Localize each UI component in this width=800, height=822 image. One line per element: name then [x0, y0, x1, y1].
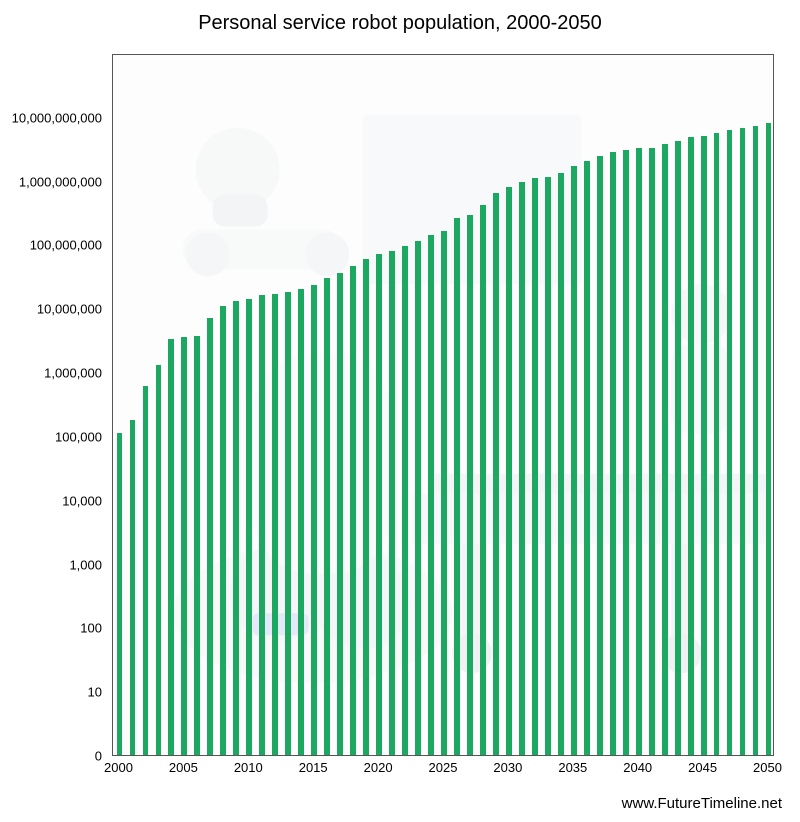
- bar: [168, 339, 174, 755]
- bar: [727, 130, 733, 755]
- x-tick-label: 2015: [299, 760, 328, 775]
- bar: [740, 128, 746, 755]
- plot-area: [112, 54, 774, 756]
- bar: [181, 337, 187, 755]
- x-tick-label: 2020: [364, 760, 393, 775]
- bar: [714, 133, 720, 755]
- bar: [701, 136, 707, 755]
- bar: [363, 259, 369, 755]
- bar: [246, 299, 252, 755]
- bar: [571, 166, 577, 755]
- y-tick-label: 10,000: [62, 493, 102, 508]
- bar: [143, 386, 149, 755]
- x-tick-label: 2010: [234, 760, 263, 775]
- y-tick-label: 100,000,000: [30, 238, 102, 253]
- x-tick-label: 2005: [169, 760, 198, 775]
- bar: [298, 289, 304, 755]
- y-tick-label: 10,000,000,000: [12, 110, 102, 125]
- bar: [506, 187, 512, 755]
- y-axis-labels: 0 10 100 1,000 10,000 100,000 1,000,000 10,000,…: [24, 48, 108, 778]
- bar: [311, 285, 317, 755]
- y-tick-label: 10: [88, 685, 102, 700]
- bar: [623, 150, 629, 755]
- bar: [532, 178, 538, 755]
- y-tick-label: 1,000,000,000: [19, 174, 102, 189]
- x-tick-label: 2000: [104, 760, 133, 775]
- bar: [610, 152, 616, 755]
- source-credit: www.FutureTimeline.net: [622, 795, 782, 812]
- bar: [220, 306, 226, 755]
- y-tick-label: 10,000,000: [37, 302, 102, 317]
- y-tick-label: 1,000,000: [44, 366, 102, 381]
- bar: [337, 273, 343, 755]
- chart-title: Personal service robot population, 2000-…: [0, 0, 800, 43]
- bar: [117, 433, 123, 755]
- bar: [454, 218, 460, 755]
- bar: [636, 148, 642, 755]
- bar: [545, 177, 551, 755]
- bar: [376, 254, 382, 755]
- y-tick-label: 1,000: [69, 557, 102, 572]
- bar: [415, 241, 421, 755]
- bar: [233, 301, 239, 755]
- bar: [480, 205, 486, 755]
- bar: [272, 294, 278, 755]
- bar: [753, 126, 759, 755]
- x-tick-label: 2040: [623, 760, 652, 775]
- bar: [259, 295, 265, 755]
- x-tick-label: 2050: [753, 760, 782, 775]
- bar: [324, 278, 330, 755]
- bar: [130, 420, 136, 755]
- bar: [662, 144, 668, 755]
- bar: [675, 141, 681, 755]
- bars-container: [113, 55, 773, 755]
- y-tick-label: 0: [95, 749, 102, 764]
- bar: [350, 266, 356, 755]
- bar: [428, 235, 434, 755]
- bar: [766, 123, 772, 755]
- x-tick-label: 2045: [688, 760, 717, 775]
- bar: [519, 182, 525, 755]
- bar: [493, 193, 499, 755]
- bar: [285, 292, 291, 755]
- x-tick-label: 2025: [429, 760, 458, 775]
- bar: [156, 365, 162, 755]
- bar: [441, 231, 447, 755]
- bar: [389, 251, 395, 755]
- y-tick-label: 100: [80, 621, 102, 636]
- chart-area: 0 10 100 1,000 10,000 100,000 1,000,000 10,000,…: [24, 48, 780, 778]
- bar: [467, 215, 473, 755]
- bar: [597, 156, 603, 755]
- bar: [207, 318, 213, 755]
- bar: [688, 137, 694, 755]
- bar: [584, 161, 590, 755]
- y-tick-label: 100,000: [55, 429, 102, 444]
- x-axis-labels: 2000200520102015202020252030203520402045…: [112, 760, 774, 780]
- bar: [402, 246, 408, 755]
- x-tick-label: 2035: [558, 760, 587, 775]
- bar: [194, 336, 200, 755]
- bar: [558, 173, 564, 755]
- x-tick-label: 2030: [493, 760, 522, 775]
- bar: [649, 148, 655, 755]
